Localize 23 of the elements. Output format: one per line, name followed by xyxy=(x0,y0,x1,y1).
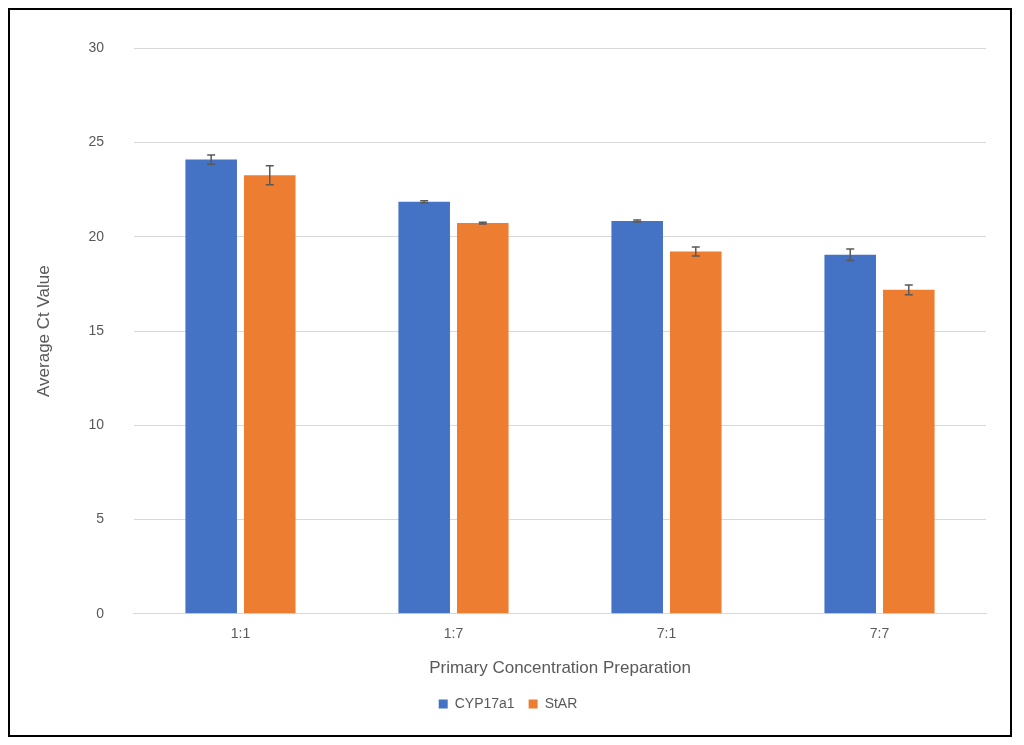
bar xyxy=(185,159,237,614)
y-tick-label: 25 xyxy=(88,133,105,150)
y-axis-title: Average Ct Value xyxy=(33,265,53,397)
bar xyxy=(824,254,876,614)
bar xyxy=(243,175,296,614)
y-tick-label: 15 xyxy=(88,321,105,338)
bar xyxy=(611,221,663,614)
x-tick-label: 7:1 xyxy=(656,625,677,642)
x-tick-label: 1:7 xyxy=(443,625,464,642)
legend-label: CYP17a1 xyxy=(454,694,515,711)
bar xyxy=(398,201,450,614)
y-tick-label: 5 xyxy=(96,510,105,527)
y-tick-label: 20 xyxy=(88,227,105,244)
x-axis-title: Primary Concentration Preparation xyxy=(429,658,691,678)
x-tick-label: 7:7 xyxy=(869,625,890,642)
bar xyxy=(883,289,935,614)
y-tick-label: 10 xyxy=(88,416,105,433)
x-tick-label: 1:1 xyxy=(230,625,251,642)
y-tick-label: 0 xyxy=(96,604,105,621)
bar xyxy=(670,251,722,614)
bar xyxy=(457,223,509,614)
legend-label: StAR xyxy=(544,694,578,711)
y-tick-label: 30 xyxy=(88,39,105,56)
